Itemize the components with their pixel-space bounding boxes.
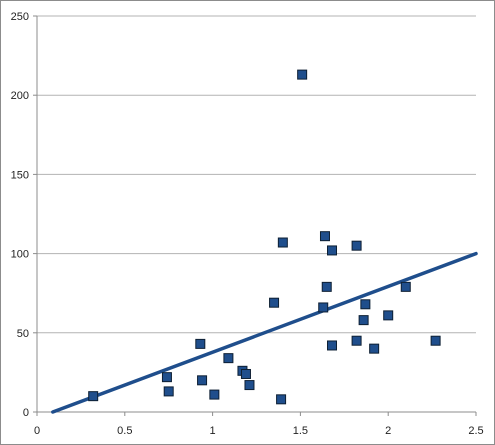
data-point-marker: [358, 315, 369, 326]
data-point-marker: [369, 343, 380, 354]
trendline: [51, 251, 478, 414]
y-tick-label: 100: [11, 249, 29, 261]
y-tick-label: 0: [23, 407, 29, 419]
y-tick-label: 250: [11, 11, 29, 23]
data-point-marker: [163, 386, 174, 397]
x-tick-label: 0: [34, 425, 40, 437]
data-point-marker: [269, 297, 280, 308]
x-tick-label: 2: [385, 425, 391, 437]
x-axis-tick-labels: 0 0.5 1 1.5 2 2.5: [34, 425, 484, 437]
y-tick-label: 50: [17, 328, 29, 340]
data-point-marker: [223, 353, 234, 364]
y-tick-label: 150: [11, 169, 29, 181]
y-tick-label: 200: [11, 90, 29, 102]
data-point-marker: [351, 335, 362, 346]
data-point-marker: [430, 335, 441, 346]
x-tick-label: 2.5: [468, 425, 483, 437]
data-point-marker: [327, 245, 338, 256]
data-point-marker: [195, 338, 206, 349]
data-point-marker: [244, 380, 255, 391]
data-point-marker: [351, 240, 362, 251]
data-point-marker: [276, 394, 287, 405]
data-point-marker: [297, 69, 308, 80]
data-point-marker: [197, 375, 208, 386]
data-point-marker: [161, 372, 172, 383]
data-point-marker: [209, 389, 220, 400]
data-point-marker: [383, 310, 394, 321]
data-point-marker: [360, 299, 371, 310]
x-tick-label: 1: [210, 425, 216, 437]
data-point-marker: [240, 368, 251, 379]
data-points: [88, 69, 441, 405]
y-axis-tick-labels: 0 50 100 150 200 250: [11, 11, 29, 419]
data-point-marker: [400, 281, 411, 292]
x-tick-label: 0.5: [117, 425, 132, 437]
axes: [33, 15, 477, 416]
x-tick-label: 1.5: [293, 425, 308, 437]
data-point-marker: [277, 237, 288, 248]
data-point-marker: [321, 281, 332, 292]
data-point-marker: [327, 340, 338, 351]
data-point-marker: [88, 391, 99, 402]
gridlines: [37, 15, 476, 334]
trendline-group: [51, 251, 478, 414]
data-point-marker: [319, 231, 330, 242]
data-point-marker: [318, 302, 329, 313]
